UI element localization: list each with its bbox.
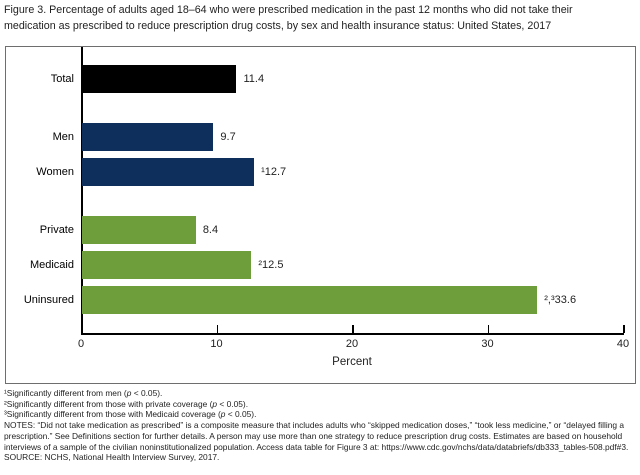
bar-women — [82, 158, 255, 186]
x-axis-tick — [623, 325, 625, 333]
bar-medicaid — [82, 251, 252, 279]
bar-total — [82, 65, 237, 93]
x-axis-tick-label: 0 — [77, 338, 85, 350]
category-label-women: Women — [36, 166, 74, 178]
value-label-women: ¹12.7 — [261, 166, 287, 178]
x-axis-tick — [487, 325, 489, 333]
bar-private — [82, 216, 196, 244]
category-label-uninsured: Uninsured — [23, 294, 74, 306]
figure-title: Figure 3. Percentage of adults aged 18–6… — [4, 3, 638, 34]
figure-title-line2: medication as prescribed to reduce presc… — [4, 19, 552, 32]
value-label-total: 11.4 — [243, 73, 265, 85]
x-axis-label: Percent — [332, 356, 372, 368]
value-label-private: 8.4 — [202, 224, 219, 236]
y-axis-line — [81, 47, 83, 334]
footnote-line: NOTES: “Did not take medication as presc… — [4, 420, 629, 452]
x-axis-tick-label: 20 — [345, 338, 359, 350]
x-axis-line — [81, 333, 624, 335]
category-label-medicaid: Medicaid — [29, 259, 74, 271]
value-label-men: 9.7 — [220, 131, 236, 143]
x-axis-tick-label: 30 — [481, 338, 494, 350]
x-axis-tick — [352, 325, 354, 333]
x-axis-tick-label: 40 — [616, 338, 630, 350]
x-axis-tick-label: 10 — [210, 338, 223, 350]
value-label-uninsured: ²,³33.6 — [544, 294, 577, 306]
category-label-men: Men — [52, 131, 74, 143]
footnote-line: ¹Significantly different from men (p < 0… — [4, 388, 163, 398]
value-label-medicaid: ²12.5 — [258, 259, 284, 271]
footnote-line: ³Significantly different from those with… — [4, 409, 257, 420]
footnote-line: ²Significantly different from those with… — [4, 398, 249, 409]
chart-area: 0 10 20 30 40 Total 11.4 Men 9.7 Women ¹12.7 Privat… — [5, 46, 636, 384]
bar-men — [82, 123, 214, 151]
x-axis-tick — [216, 325, 218, 333]
category-label-total: Total — [50, 73, 74, 85]
bar-uninsured — [82, 286, 538, 314]
footnotes: ¹Significantly different from men (p < 0… — [4, 388, 638, 463]
bar-plot: 0 10 20 30 40 Total 11.4 Men 9.7 Women ¹12.7 Privat… — [6, 47, 635, 383]
figure-title-line1: Figure 3. Percentage of adults aged 18–6… — [4, 4, 573, 16]
footnote-line: SOURCE: NCHS, National Health Interview … — [4, 452, 220, 463]
category-label-private: Private — [39, 224, 74, 236]
